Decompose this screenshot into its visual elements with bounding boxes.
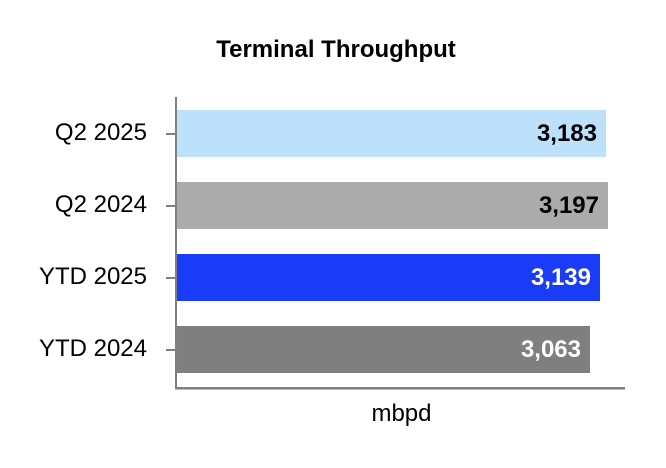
bar-ytd-2024: 3,063 xyxy=(177,326,590,373)
category-label: Q2 2024 xyxy=(54,191,147,218)
x-axis-line xyxy=(175,387,625,390)
category-label: Q2 2025 xyxy=(54,119,147,146)
category-label: YTD 2024 xyxy=(38,335,147,362)
chart-title: Terminal Throughput xyxy=(216,36,456,63)
bar-value-label: 3,139 xyxy=(530,264,591,291)
bar-value-label: 3,183 xyxy=(536,120,597,147)
bar-q2-2024: 3,197 xyxy=(177,182,608,229)
bar-value-label: 3,197 xyxy=(538,192,599,219)
axis-tick xyxy=(166,133,176,135)
axis-tick xyxy=(166,277,176,279)
x-axis-unit-label: mbpd xyxy=(371,400,432,427)
bar-ytd-2025: 3,139 xyxy=(177,254,600,301)
axis-tick xyxy=(166,349,176,351)
bar-value-label: 3,063 xyxy=(520,336,581,363)
y-axis-line xyxy=(175,97,177,389)
bar-q2-2025: 3,183 xyxy=(177,110,606,157)
category-label: YTD 2025 xyxy=(38,263,147,290)
axis-tick xyxy=(166,205,176,207)
